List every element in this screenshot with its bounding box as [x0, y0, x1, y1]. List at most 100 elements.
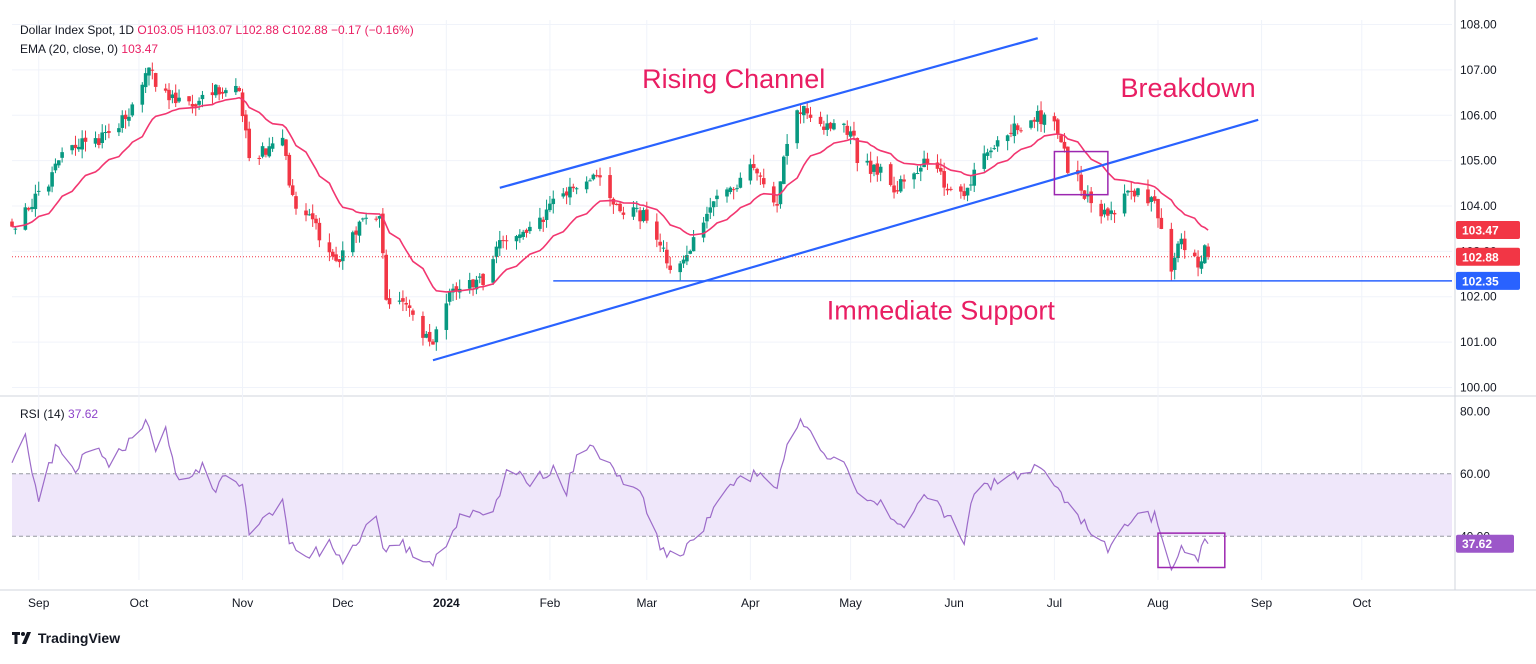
candle-body	[267, 146, 272, 157]
candle-body	[1099, 203, 1103, 217]
candle	[518, 229, 522, 243]
candle	[995, 136, 1000, 152]
candle-body	[397, 300, 402, 302]
candle-body	[544, 209, 549, 220]
rsi-band	[12, 473, 1452, 537]
trendline-channel-lower	[432, 118, 1259, 362]
candle-body	[257, 157, 262, 160]
candle	[548, 196, 552, 213]
candle-body	[120, 115, 125, 128]
candle	[257, 155, 262, 165]
candle-body	[852, 130, 856, 136]
candle-body	[93, 138, 98, 144]
candle-body	[167, 89, 171, 101]
time-tick-label: 2024	[433, 596, 460, 610]
candle-body	[828, 122, 833, 129]
candle-body	[237, 87, 241, 92]
candle	[80, 130, 84, 159]
candle-body	[818, 116, 823, 125]
candle-body	[965, 187, 970, 196]
candle-body	[594, 175, 599, 177]
candle	[701, 216, 706, 243]
candle	[401, 290, 405, 312]
candle-body	[939, 167, 943, 172]
candle-body	[751, 164, 756, 168]
price-legend: Dollar Index Spot, 1D O103.05 H103.07 L1…	[20, 23, 414, 37]
candle-body	[1172, 257, 1177, 270]
candle-body	[655, 221, 659, 240]
candle	[868, 151, 873, 183]
rsi-label: RSI (14)	[20, 407, 65, 421]
candle-body	[1136, 188, 1140, 196]
candle-body	[264, 148, 268, 155]
candle	[865, 153, 870, 166]
candle-body	[995, 140, 1000, 147]
candle-body	[77, 146, 81, 150]
candle-body	[972, 169, 977, 186]
candle	[832, 119, 836, 131]
candles-group	[10, 62, 1210, 351]
candle-body	[497, 240, 502, 249]
candle-body	[728, 187, 733, 192]
candle-body	[374, 218, 378, 220]
candle	[354, 226, 358, 243]
candle	[982, 145, 987, 172]
candle-body	[1035, 110, 1040, 122]
candle-body	[915, 173, 920, 175]
price-label-text: 102.35	[1462, 274, 1499, 288]
candle	[1199, 255, 1204, 274]
candle	[855, 137, 860, 172]
candle-body	[872, 164, 876, 172]
candle	[190, 94, 195, 114]
candle-body	[634, 207, 639, 209]
candle-body	[50, 172, 54, 187]
candle-body	[247, 128, 252, 159]
candle	[795, 109, 799, 149]
candle	[708, 197, 713, 219]
candle-body	[210, 92, 215, 96]
candle	[691, 229, 696, 252]
candle	[477, 273, 482, 284]
candle	[260, 142, 265, 159]
candle-body	[1179, 238, 1184, 245]
candle	[1196, 250, 1200, 277]
candle-body	[1102, 209, 1107, 215]
candle	[214, 84, 218, 98]
rsi-value: 37.62	[68, 407, 99, 421]
candle	[173, 84, 178, 108]
candle-body	[959, 186, 963, 192]
candle	[127, 108, 131, 127]
annotation-label: Rising Channel	[642, 64, 825, 94]
rsi-label-bg	[1456, 534, 1514, 553]
candle-body	[758, 175, 763, 177]
candle-body	[240, 92, 245, 117]
tradingview-logo[interactable]: TradingView	[12, 630, 120, 646]
candle-body	[364, 217, 368, 219]
candle	[1065, 146, 1070, 175]
candle	[404, 296, 409, 311]
candle	[1182, 230, 1187, 259]
candle	[23, 203, 28, 231]
time-tick-label: Sep	[1251, 596, 1273, 610]
candle	[264, 148, 268, 158]
candle	[143, 67, 148, 94]
candle-body	[949, 188, 953, 190]
candle-body	[501, 240, 505, 242]
candle	[892, 176, 896, 199]
candle	[220, 87, 225, 99]
candle-body	[234, 85, 238, 93]
candle	[645, 201, 649, 224]
ohlc-high: H103.07	[186, 23, 233, 37]
candle	[340, 241, 345, 270]
candle	[244, 110, 248, 139]
candle	[1192, 249, 1197, 257]
candle-body	[140, 84, 145, 105]
candle-body	[688, 250, 693, 254]
candle-body	[935, 162, 940, 169]
candle	[1059, 134, 1063, 143]
candle	[287, 152, 292, 188]
candle-body	[918, 167, 923, 172]
time-tick-label: Oct	[130, 596, 149, 610]
